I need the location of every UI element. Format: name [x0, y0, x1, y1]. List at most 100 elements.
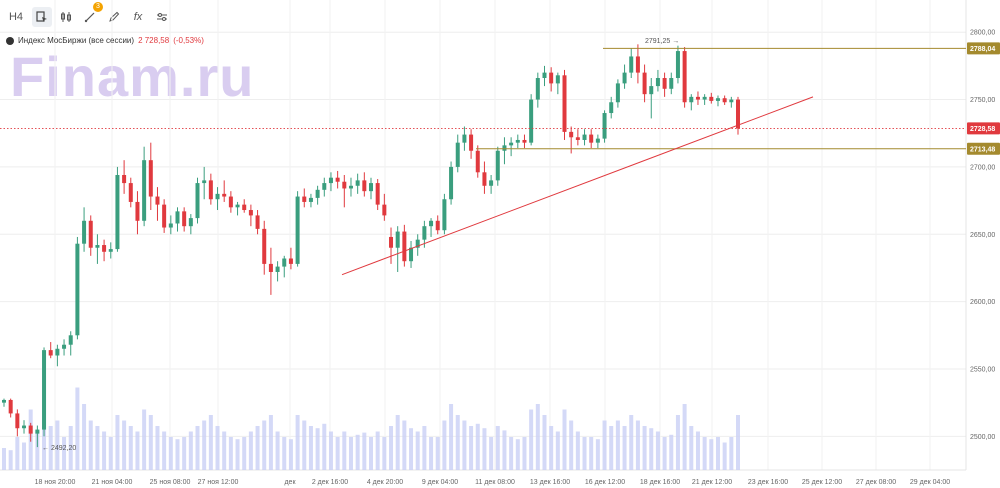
volume-bar	[75, 387, 80, 470]
candle-body	[469, 134, 474, 151]
volume-bar	[455, 415, 460, 470]
volume-bar	[248, 431, 253, 470]
candle-body	[122, 174, 127, 184]
candle-body	[242, 204, 247, 211]
volume-bar	[615, 420, 620, 470]
candle-body	[649, 86, 654, 95]
volume-bar	[582, 437, 587, 470]
x-tick-label: 21 ноя 04:00	[92, 479, 133, 486]
watermark: Finam.ru	[10, 45, 255, 108]
y-tick-label: 2600,00	[970, 299, 995, 306]
volume-bar	[355, 434, 360, 470]
candle-body	[675, 51, 680, 79]
x-tick-label: 27 дек 08:00	[856, 479, 896, 486]
candle-body	[115, 174, 120, 250]
volume-bar	[362, 432, 367, 470]
high-annotation: 2791,25 →	[645, 38, 679, 45]
candle-body	[162, 204, 167, 228]
volume-bar	[88, 420, 93, 470]
candle-body	[342, 181, 347, 189]
candle-body	[168, 223, 173, 228]
x-tick-label: 18 ноя 20:00	[35, 479, 76, 486]
volume-bar	[8, 450, 13, 470]
x-tick-label: 4 дек 20:00	[367, 479, 403, 486]
candle-body	[475, 150, 480, 173]
volume-bar	[569, 420, 574, 470]
candle-body	[462, 134, 467, 143]
candle-body	[255, 215, 260, 229]
volume-bar	[542, 415, 547, 470]
indicators-icon[interactable]	[56, 7, 76, 27]
drawing-tools-icon[interactable]: 3	[80, 2, 103, 27]
chart-legend: Индекс МосБиржи (все сессии) 2 728,58 (-…	[6, 36, 204, 45]
candle-body	[609, 102, 614, 114]
candle-body	[142, 160, 147, 221]
x-tick-label: 23 дек 16:00	[748, 479, 788, 486]
candle-body	[262, 228, 267, 264]
volume-bar	[669, 434, 674, 470]
candle-body	[655, 78, 660, 87]
volume-bar	[469, 426, 474, 470]
chart-toolbar: H4 3 fx	[4, 2, 172, 29]
candle-body	[248, 210, 253, 216]
volume-bar	[255, 426, 260, 470]
level-price-tag	[967, 42, 1000, 55]
candle-body	[682, 51, 687, 103]
volume-bar	[102, 431, 107, 470]
volume-bar	[142, 409, 147, 470]
candle-body	[695, 96, 700, 100]
volume-bar	[308, 426, 313, 470]
volume-bar	[409, 428, 414, 470]
instrument-name: Индекс МосБиржи (все сессии)	[18, 36, 135, 45]
level-price-label: 2713,48	[970, 146, 995, 153]
y-tick-label: 2800,00	[970, 30, 995, 37]
candle-body	[88, 220, 93, 248]
candle-body	[375, 183, 380, 205]
volume-bar	[629, 415, 634, 470]
volume-bar	[429, 437, 434, 470]
candle-body	[48, 350, 53, 356]
volume-bar	[735, 415, 741, 470]
level-price-tag	[967, 142, 1000, 155]
settings-sliders-icon[interactable]	[152, 7, 172, 27]
volume-bar	[188, 431, 193, 470]
volume-bar	[55, 420, 60, 470]
candle-body	[595, 138, 600, 143]
volume-bar	[489, 437, 494, 470]
x-tick-label: 2 дек 16:00	[312, 479, 348, 486]
volume-bar	[555, 431, 560, 470]
volume-bar	[168, 437, 173, 470]
candle-body	[222, 193, 227, 197]
volume-bar	[449, 404, 454, 470]
candle-body	[28, 425, 33, 434]
volume-bar	[562, 409, 567, 470]
low-annotation: ← 2492,20	[42, 445, 76, 452]
candle-body	[382, 204, 387, 216]
volume-bar	[642, 426, 647, 470]
candle-body	[389, 236, 394, 248]
volume-bar	[622, 426, 627, 470]
timeframe-button[interactable]: H4	[8, 11, 24, 23]
candle-body	[555, 75, 560, 84]
volume-bar	[682, 404, 687, 470]
candle-body	[615, 83, 620, 103]
x-tick-label: 25 ноя 08:00	[150, 479, 191, 486]
volume-bar	[268, 415, 273, 470]
candle-body	[489, 180, 494, 186]
candle-body	[582, 134, 587, 140]
cursor-icon[interactable]	[32, 7, 52, 27]
candle-body	[735, 99, 741, 129]
candle-body	[515, 139, 520, 143]
x-tick-label: 11 дек 08:00	[475, 479, 515, 486]
candle-body	[362, 180, 367, 192]
function-icon[interactable]: fx	[128, 7, 148, 27]
candle-body	[549, 72, 554, 84]
candle-body	[268, 263, 273, 272]
volume-bar	[135, 431, 140, 470]
candle-body	[282, 258, 287, 267]
volume-bar	[48, 426, 53, 470]
candle-body	[402, 231, 407, 262]
volume-bar	[182, 437, 187, 470]
last-price-label: 2728,58	[970, 126, 995, 133]
candle-body	[435, 220, 440, 231]
